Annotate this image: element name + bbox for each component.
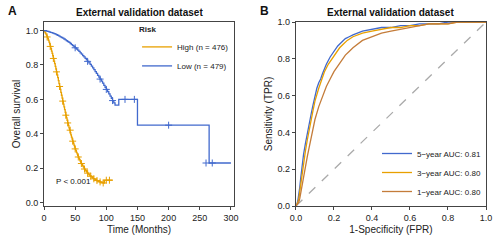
svg-text:0.6: 0.6 <box>26 95 39 105</box>
svg-text:0.4: 0.4 <box>366 213 379 223</box>
svg-text:1-Specificity (FPR): 1-Specificity (FPR) <box>349 224 432 235</box>
svg-text:0.8: 0.8 <box>26 60 39 70</box>
svg-text:250: 250 <box>192 213 207 223</box>
svg-text:0.6: 0.6 <box>278 91 291 101</box>
svg-text:Risk: Risk <box>139 25 156 34</box>
svg-text:B: B <box>260 4 269 18</box>
svg-text:Time (Months): Time (Months) <box>107 224 171 235</box>
svg-text:1.0: 1.0 <box>26 26 39 36</box>
svg-text:A: A <box>8 4 17 18</box>
svg-text:0.8: 0.8 <box>278 54 291 64</box>
svg-text:0.0: 0.0 <box>278 201 291 211</box>
svg-text:100: 100 <box>99 213 114 223</box>
svg-text:0.8: 0.8 <box>442 213 455 223</box>
svg-text:0: 0 <box>41 213 46 223</box>
svg-text:50: 50 <box>70 213 80 223</box>
svg-text:150: 150 <box>130 213 145 223</box>
svg-text:Sensitivity (TPR): Sensitivity (TPR) <box>263 77 274 151</box>
svg-text:0.4: 0.4 <box>26 129 39 139</box>
svg-text:0.2: 0.2 <box>26 163 39 173</box>
svg-text:Overall survival: Overall survival <box>11 80 22 148</box>
svg-text:P < 0.001: P < 0.001 <box>56 177 91 186</box>
svg-text:High (n = 476): High (n = 476) <box>177 43 228 52</box>
svg-text:0.6: 0.6 <box>404 213 417 223</box>
svg-text:5−year AUC: 0.81: 5−year AUC: 0.81 <box>417 150 481 159</box>
svg-text:0.0: 0.0 <box>290 213 303 223</box>
svg-text:0.4: 0.4 <box>278 128 291 138</box>
svg-text:External validation dataset: External validation dataset <box>327 7 454 18</box>
svg-text:1.0: 1.0 <box>480 213 493 223</box>
svg-text:1.0: 1.0 <box>278 17 291 27</box>
svg-text:300: 300 <box>223 213 238 223</box>
svg-text:200: 200 <box>161 213 176 223</box>
svg-text:3−year AUC: 0.80: 3−year AUC: 0.80 <box>417 169 481 178</box>
svg-text:0.2: 0.2 <box>328 213 341 223</box>
svg-text:1−year AUC: 0.80: 1−year AUC: 0.80 <box>417 188 481 197</box>
svg-text:0.0: 0.0 <box>26 198 39 208</box>
svg-text:0.2: 0.2 <box>278 164 291 174</box>
svg-text:External validation dataset: External validation dataset <box>76 7 203 18</box>
svg-text:Low (n = 479): Low (n = 479) <box>177 62 226 71</box>
